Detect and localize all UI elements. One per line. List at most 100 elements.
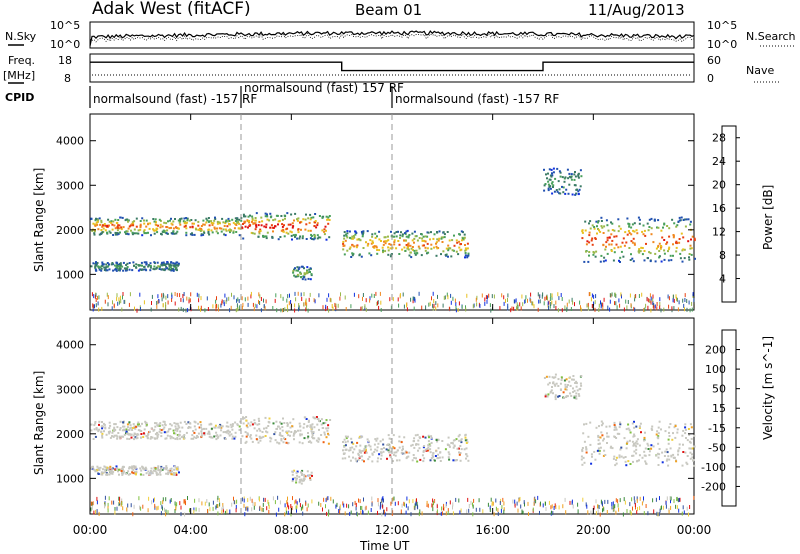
noise-cell (165, 512, 167, 517)
noise-cell (116, 293, 118, 298)
noise-cell (631, 497, 633, 502)
echo-cell (398, 243, 401, 246)
noise-cell (459, 510, 461, 515)
echo-cell (263, 427, 265, 430)
echo-cell (668, 431, 670, 434)
echo-cell (560, 376, 563, 379)
echo-cell (432, 452, 435, 455)
echo-cell (300, 471, 303, 474)
noise-cell (119, 499, 120, 504)
echo-cell (110, 220, 113, 223)
echo-cell (122, 269, 125, 272)
echo-cell (663, 455, 666, 457)
echo-cell (316, 237, 319, 240)
echo-cell (202, 219, 205, 222)
noise-cell (250, 294, 252, 299)
echo-cell (628, 232, 631, 234)
echo-cell (96, 469, 99, 472)
echo-cell (357, 458, 360, 461)
noise-cell (262, 502, 264, 507)
noise-cell (216, 498, 218, 502)
echo-cell (687, 240, 690, 243)
echo-cell (105, 266, 108, 269)
echo-cell (549, 391, 552, 394)
noise-cell (614, 504, 616, 509)
cpid-label: CPID (5, 91, 34, 104)
echo-cell (184, 224, 187, 227)
echo-cell (159, 473, 162, 476)
echo-cell (681, 464, 684, 467)
noise-cell (676, 297, 678, 302)
echo-cell (618, 426, 621, 429)
echo-cell (465, 447, 468, 450)
echo-cell (170, 222, 173, 225)
echo-cell (682, 443, 684, 446)
noise-cell (123, 299, 125, 304)
echo-cell (650, 217, 653, 220)
noise-cell (473, 498, 475, 503)
echo-cell (301, 265, 304, 268)
echo-cell (172, 262, 175, 265)
echo-cell (290, 231, 293, 234)
echo-cell (203, 223, 206, 226)
noise-cell (458, 498, 460, 503)
echo-cell (309, 213, 312, 216)
echo-cell (427, 434, 430, 437)
noise-cell (362, 296, 363, 301)
echo-cell (613, 251, 616, 254)
noise-cell (252, 302, 254, 307)
noise-cell (122, 292, 124, 296)
noise-cell (392, 510, 394, 515)
echo-cell (635, 440, 638, 443)
echo-cell (226, 430, 229, 433)
echo-cell (642, 224, 645, 227)
noise-cell (564, 497, 566, 502)
echo-cell (427, 446, 430, 449)
echo-cell (635, 445, 638, 448)
noise-cell (466, 293, 468, 298)
echo-cell (605, 245, 607, 248)
echo-cell (673, 456, 676, 459)
echo-cell (408, 254, 411, 257)
echo-cell (294, 430, 296, 433)
echo-cell (303, 423, 306, 426)
noise-cell (537, 495, 539, 500)
echo-cell (589, 421, 592, 424)
echo-cell (666, 451, 669, 454)
echo-cell (183, 434, 186, 436)
echo-cell (433, 459, 436, 462)
echo-cell (586, 240, 589, 243)
noise-cell (357, 512, 358, 517)
noise-cell (322, 305, 324, 310)
echo-cell (130, 223, 133, 226)
noise-cell (228, 296, 230, 301)
echo-cell (657, 226, 660, 229)
echo-cell (305, 238, 308, 240)
echo-cell (577, 176, 580, 179)
echo-cell (279, 427, 282, 430)
echo-cell (152, 267, 155, 270)
noise-cell (500, 498, 502, 503)
echo-cell (119, 265, 122, 268)
echo-cell (108, 268, 111, 271)
echo-cell (686, 455, 689, 457)
echo-cell (287, 430, 290, 433)
noise-cell (657, 512, 659, 517)
echo-cell (287, 232, 290, 235)
noise-cell (107, 302, 109, 307)
echo-cell (615, 459, 618, 461)
echo-cell (551, 386, 553, 388)
echo-cell (244, 215, 247, 218)
noise-cell (629, 510, 631, 515)
echo-cell (363, 448, 366, 451)
noise-cell (476, 302, 478, 307)
echo-cell (387, 449, 390, 452)
echo-cell (678, 447, 681, 450)
echo-cell (253, 419, 256, 422)
echo-cell (346, 230, 349, 233)
echo-cell (295, 479, 298, 482)
noise-cell (452, 511, 454, 516)
noise-cell (241, 497, 243, 502)
noise-cell (348, 504, 350, 509)
echo-cell (109, 436, 112, 439)
